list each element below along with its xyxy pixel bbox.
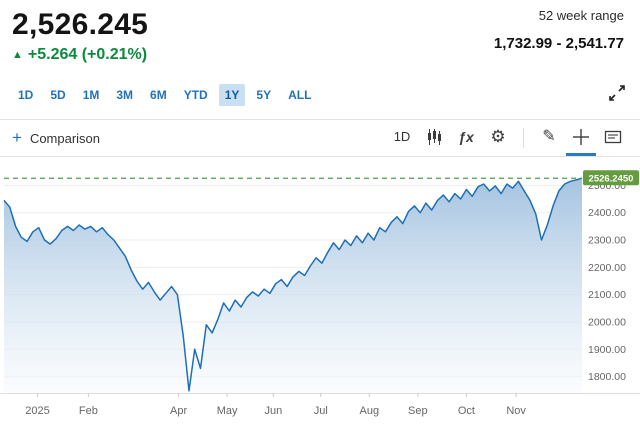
x-axis-label: Jun [264, 405, 282, 417]
chart-toolbar: + Comparison 1D ƒx ⚙ ✎ [0, 119, 640, 157]
chart-tools: 1D ƒx ⚙ ✎ [387, 120, 628, 156]
y-axis-label: 2300.00 [588, 235, 626, 247]
tab-1m[interactable]: 1M [77, 84, 106, 106]
interval-selector[interactable]: 1D [387, 120, 417, 156]
range-value: 1,732.99 - 2,541.77 [493, 35, 624, 52]
x-axis-label: Nov [506, 405, 526, 417]
quote-price-block: 2,526.245 ▲ +5.264 (+0.21%) [12, 8, 148, 64]
add-comparison-button[interactable]: + Comparison [12, 120, 100, 156]
settings-gear-icon[interactable]: ⚙ [483, 120, 513, 156]
fx-glyph: ƒx [458, 128, 474, 145]
week-range-block: 52 week range 1,732.99 - 2,541.77 [494, 8, 624, 64]
x-axis-label: May [217, 405, 238, 417]
pencil-glyph: ✎ [542, 127, 556, 145]
tab-5y[interactable]: 5Y [250, 84, 277, 106]
candlestick-glyph [428, 128, 441, 145]
gear-glyph: ⚙ [490, 127, 506, 146]
crosshair-icon[interactable] [566, 120, 596, 156]
current-price-badge-label: 2526.2450 [589, 174, 634, 185]
chart-area: 2500.00 2400.00 2300.00 2200.00 2100.00 2000.… [0, 157, 640, 428]
change-value: +5.264 (+0.21%) [27, 46, 148, 63]
quote-header: 2,526.245 ▲ +5.264 (+0.21%) 52 week rang… [0, 0, 640, 64]
interval-label: 1D [393, 129, 411, 144]
x-axis-label: Sep [408, 405, 428, 417]
expand-icon[interactable] [606, 82, 628, 107]
plus-icon: + [12, 128, 22, 147]
y-axis-label: 1800.00 [588, 371, 626, 383]
range-label: 52 week range [538, 8, 624, 23]
x-axis-label: Aug [360, 405, 380, 417]
crosshair-glyph [573, 128, 589, 145]
price-area-fill [4, 178, 582, 393]
y-axis-label: 2200.00 [588, 262, 626, 274]
fx-icon[interactable]: ƒx [451, 120, 481, 156]
x-axis-label: 2025 [25, 405, 49, 417]
last-price: 2,526.245 [12, 8, 149, 41]
y-axis-label: 1900.00 [588, 344, 626, 356]
draw-pencil-icon[interactable]: ✎ [534, 120, 564, 156]
x-axis-label: Apr [170, 405, 187, 417]
tab-1y[interactable]: 1Y [218, 83, 246, 106]
tab-all[interactable]: ALL [282, 84, 317, 106]
tab-3m[interactable]: 3M [110, 84, 139, 106]
up-triangle-icon: ▲ [12, 49, 23, 61]
tab-6m[interactable]: 6M [144, 84, 173, 106]
price-chart[interactable]: 2500.002400.002300.002200.002100.002000.… [0, 157, 640, 423]
y-axis-label: 2400.00 [588, 207, 626, 219]
x-axis-label: Feb [79, 405, 98, 417]
comment-annotation-icon[interactable] [598, 120, 628, 156]
comment-glyph [604, 130, 622, 143]
timeframe-tabs: 1D 5D 1M 3M 6M YTD 1Y 5Y ALL [0, 82, 640, 107]
price-line [3, 177, 583, 392]
toolbar-divider [523, 128, 524, 148]
x-axis-label: Jul [314, 405, 328, 417]
candlestick-chart-icon[interactable] [419, 120, 449, 156]
y-axis-label: 2000.00 [588, 316, 626, 328]
expand-arrows-icon [609, 85, 625, 101]
tab-ytd[interactable]: YTD [178, 84, 214, 106]
tab-1d[interactable]: 1D [12, 84, 39, 106]
comparison-label: Comparison [29, 130, 101, 146]
current-price-badge [583, 170, 639, 186]
y-axis-label: 2100.00 [588, 289, 626, 301]
x-axis-label: Oct [458, 405, 475, 417]
tab-5d[interactable]: 5D [44, 84, 71, 106]
price-change: ▲ +5.264 (+0.21%) [12, 46, 148, 64]
